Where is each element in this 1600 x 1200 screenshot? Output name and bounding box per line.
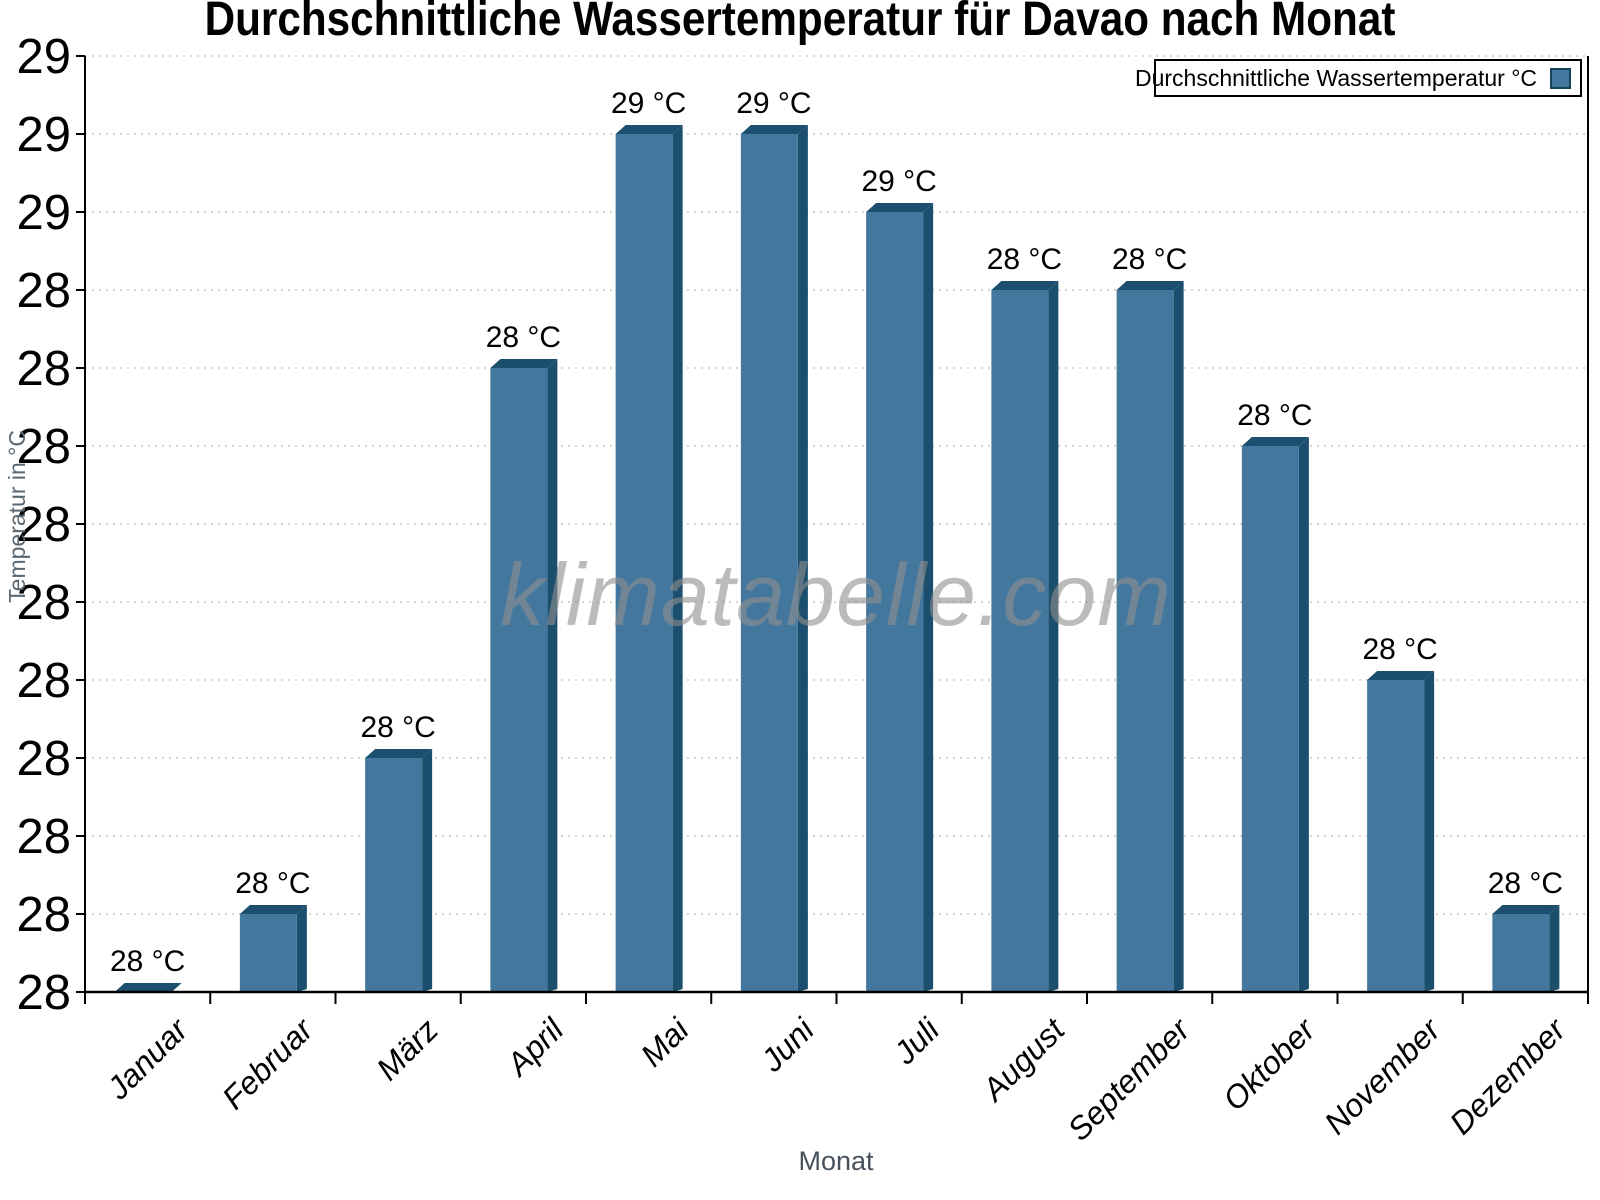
bar	[1367, 671, 1435, 992]
bar-front-face	[239, 914, 297, 992]
bar-top-face	[740, 125, 808, 134]
bar-value-label: 28 °C	[987, 243, 1062, 276]
legend-box: Durchschnittliche Wassertemperatur °C	[1135, 59, 1582, 97]
x-axis-title: Monat	[798, 1146, 874, 1176]
x-tick-label: Januar	[99, 1011, 195, 1107]
bar-value-label: 28 °C	[1112, 243, 1187, 276]
chart-title: Durchschnittliche Wassertemperatur für D…	[204, 0, 1396, 46]
bar-value-label: 29 °C	[611, 87, 686, 120]
x-tick-label: November	[1317, 1011, 1448, 1142]
bar-value-label: 28 °C	[235, 867, 310, 900]
bar-front-face	[1241, 446, 1299, 992]
x-tick-label: Oktober	[1216, 1011, 1323, 1118]
x-tick-label: April	[498, 1011, 571, 1084]
bar-right-face	[923, 203, 934, 992]
bar-top-face	[365, 749, 433, 758]
bar-top-face	[991, 281, 1059, 290]
x-tick-label: Juli	[886, 1011, 947, 1072]
bar-front-face	[1116, 290, 1174, 992]
bar-front-face	[1367, 680, 1425, 992]
bar-right-face	[1173, 281, 1184, 992]
bar-right-face	[1048, 281, 1059, 992]
bar	[365, 749, 433, 992]
bar	[1241, 437, 1309, 992]
y-tick-label: 28	[16, 810, 71, 864]
bar-right-face	[422, 749, 433, 992]
y-axis-title: Temperatur in °C	[4, 430, 30, 603]
bar-right-face	[1424, 671, 1435, 992]
bar-value-label: 28 °C	[110, 945, 185, 978]
bar-right-face	[797, 125, 808, 992]
bar-right-face	[547, 359, 558, 992]
bar-right-face	[296, 905, 307, 992]
bar-top-face	[239, 905, 307, 914]
y-tick-label: 28	[16, 576, 71, 630]
bar-front-face	[866, 212, 924, 992]
legend-swatch	[1550, 67, 1571, 89]
y-tick-label: 29	[16, 186, 71, 240]
y-tick-label: 28	[16, 966, 71, 1020]
bar-top-face	[1116, 281, 1184, 290]
bar-top-face	[1492, 905, 1560, 914]
bar-value-label: 29 °C	[736, 87, 811, 120]
bar-front-face	[1492, 914, 1550, 992]
bar-top-face	[114, 983, 182, 992]
bar-value-label: 28 °C	[486, 321, 561, 354]
bar	[991, 281, 1059, 992]
x-tick-label: August	[974, 1011, 1072, 1109]
bar	[740, 125, 808, 992]
y-tick-label: 28	[16, 888, 71, 942]
bar-value-label: 28 °C	[1488, 867, 1563, 900]
x-tick-label: Februar	[215, 1011, 321, 1117]
y-tick-label: 28	[16, 498, 71, 552]
x-tick-label: Mai	[634, 1011, 697, 1074]
bar	[1492, 905, 1560, 992]
x-tick-label: September	[1060, 1011, 1197, 1148]
bar-front-face	[740, 134, 798, 992]
y-tick-label: 29	[16, 108, 71, 162]
x-tick-label: Dezember	[1442, 1011, 1573, 1142]
watermark: klimatabelle.com	[500, 545, 1172, 644]
bar-top-face	[866, 203, 934, 212]
y-tick-label: 28	[16, 732, 71, 786]
legend-label: Durchschnittliche Wassertemperatur °C	[1134, 64, 1537, 91]
bar-front-face	[365, 758, 423, 992]
bar-value-label: 28 °C	[360, 711, 435, 744]
bar-top-face	[490, 359, 558, 368]
y-tick-label: 28	[16, 342, 71, 396]
bar	[1116, 281, 1184, 992]
bar-right-face	[1549, 905, 1560, 992]
y-tick-label: 28	[16, 420, 71, 474]
bar-value-label: 28 °C	[1237, 399, 1312, 432]
y-tick-label: 28	[16, 264, 71, 318]
x-tick-label: Juni	[753, 1011, 821, 1079]
bar-top-face	[615, 125, 683, 134]
x-tick-label: März	[369, 1011, 445, 1087]
bar-front-face	[991, 290, 1049, 992]
bar-right-face	[1298, 437, 1309, 992]
bar-top-face	[1367, 671, 1435, 680]
bar	[114, 983, 182, 992]
bar	[615, 125, 683, 992]
bar-front-face	[490, 368, 548, 992]
bar	[866, 203, 934, 992]
bar-value-label: 29 °C	[861, 165, 936, 198]
bar-front-face	[615, 134, 673, 992]
y-tick-label: 28	[16, 654, 71, 708]
y-tick-label: 29	[16, 30, 71, 84]
bar-top-face	[1241, 437, 1309, 446]
bar-value-label: 28 °C	[1362, 633, 1437, 666]
bar	[239, 905, 307, 992]
bar-right-face	[672, 125, 683, 992]
bar	[490, 359, 558, 992]
